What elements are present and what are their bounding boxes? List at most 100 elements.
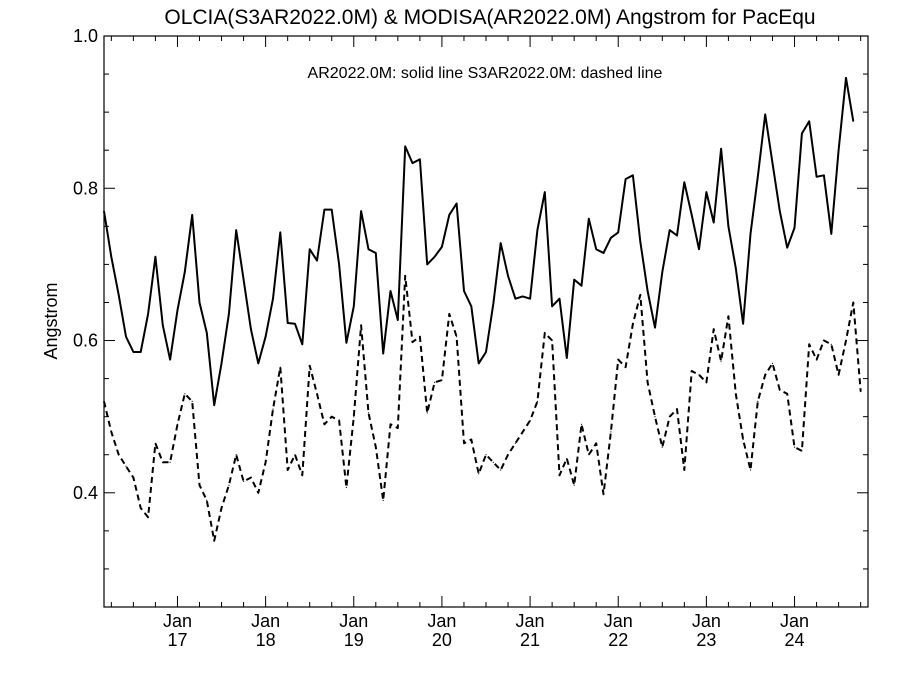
data-point xyxy=(727,225,730,227)
data-point xyxy=(375,252,377,254)
data-point xyxy=(257,492,259,494)
data-point xyxy=(558,474,561,476)
data-point xyxy=(536,400,539,402)
x-tick-label-year: 17 xyxy=(167,630,187,650)
data-point xyxy=(397,319,399,321)
data-point xyxy=(845,339,847,342)
data-point xyxy=(514,442,517,444)
data-point xyxy=(132,477,134,479)
data-point xyxy=(228,313,230,315)
data-point xyxy=(323,209,325,211)
data-point xyxy=(426,412,428,414)
y-axis: 0.4 0.6 0.8 1.0 xyxy=(73,26,868,570)
chart-title: OLCIA(S3AR2022.0M) & MODISA(AR2022.0M) A… xyxy=(164,6,815,29)
data-point xyxy=(441,379,443,381)
data-point xyxy=(323,423,325,425)
data-point xyxy=(140,351,142,353)
data-point xyxy=(294,323,296,325)
data-point xyxy=(705,381,708,383)
y-tick-label: 0.6 xyxy=(73,331,98,351)
data-point xyxy=(140,507,142,509)
data-point xyxy=(125,336,127,338)
data-point xyxy=(419,158,421,160)
data-point xyxy=(448,313,450,315)
data-point xyxy=(625,178,627,180)
data-point xyxy=(654,327,656,329)
data-point xyxy=(492,461,494,463)
data-point xyxy=(742,438,744,441)
data-point xyxy=(676,408,678,410)
data-point xyxy=(779,210,781,212)
data-point xyxy=(404,275,406,277)
data-point xyxy=(551,339,553,342)
data-point xyxy=(147,516,149,518)
data-point xyxy=(272,298,274,300)
data-point xyxy=(661,271,663,273)
data-point xyxy=(169,359,171,361)
data-point xyxy=(735,267,737,269)
x-tick-label-month: Jan xyxy=(339,611,368,631)
data-point xyxy=(742,323,744,325)
x-tick-label-month: Jan xyxy=(427,611,456,631)
data-point xyxy=(544,332,546,334)
data-point xyxy=(838,149,840,151)
data-point xyxy=(757,176,759,178)
data-point xyxy=(309,248,311,250)
data-point xyxy=(213,540,215,542)
data-point xyxy=(132,351,134,353)
data-point xyxy=(786,393,788,395)
data-point xyxy=(331,209,333,211)
data-point xyxy=(801,450,803,452)
data-point xyxy=(463,290,465,292)
data-point xyxy=(118,454,120,456)
data-point xyxy=(845,77,847,79)
data-point xyxy=(713,328,715,330)
data-point xyxy=(632,174,634,176)
data-point xyxy=(279,231,281,233)
data-point xyxy=(103,210,105,212)
data-point xyxy=(727,315,730,317)
data-point xyxy=(345,342,347,344)
data-point xyxy=(639,241,641,243)
data-point xyxy=(220,507,223,509)
data-point xyxy=(588,454,590,456)
data-point xyxy=(500,469,502,471)
data-point xyxy=(250,328,252,330)
data-point xyxy=(426,263,428,265)
data-point xyxy=(602,252,605,254)
data-point xyxy=(331,416,333,418)
data-point xyxy=(316,260,318,262)
data-point xyxy=(522,295,524,297)
data-point xyxy=(566,457,568,460)
data-point xyxy=(654,416,656,418)
y-axis-label: Angstrom xyxy=(41,282,61,359)
y-tick-label: 0.4 xyxy=(73,483,98,503)
x-tick-label-month: Jan xyxy=(780,611,809,631)
data-point xyxy=(588,218,590,220)
x-tick-label-year: 23 xyxy=(696,630,716,650)
data-point xyxy=(441,246,443,248)
data-point xyxy=(345,486,347,489)
data-point xyxy=(243,279,245,281)
data-point xyxy=(852,120,854,122)
data-point xyxy=(470,438,472,441)
data-point xyxy=(595,248,597,250)
data-point xyxy=(647,290,649,292)
data-point xyxy=(647,381,649,383)
data-point xyxy=(838,374,840,376)
data-point xyxy=(676,234,678,237)
data-point xyxy=(448,214,450,216)
data-point xyxy=(698,374,700,376)
data-point xyxy=(793,227,796,229)
data-point xyxy=(389,423,392,425)
data-point xyxy=(830,343,832,345)
data-point xyxy=(705,191,708,193)
data-point xyxy=(206,499,208,501)
data-point xyxy=(713,221,715,224)
data-point xyxy=(265,461,267,463)
data-point xyxy=(147,313,149,315)
data-point xyxy=(162,324,164,326)
data-point xyxy=(367,248,370,250)
data-point xyxy=(360,324,362,326)
data-point xyxy=(367,412,370,414)
